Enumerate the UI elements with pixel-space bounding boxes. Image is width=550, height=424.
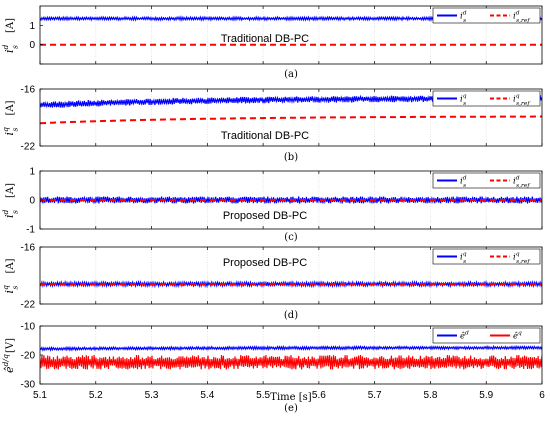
legend-entry: êd	[460, 330, 469, 342]
series-a-line	[40, 344, 542, 352]
panel-label: (b)	[284, 152, 298, 163]
panel-annotation: Proposed DB-PC	[223, 257, 307, 269]
legend-box	[432, 90, 541, 107]
series-b-line	[40, 115, 542, 125]
y-axis-label-unit: [V]	[5, 338, 16, 353]
y-axis-label-unit: [A]	[5, 18, 16, 33]
legend: êd êq	[432, 327, 541, 344]
legend-entry: iq s,ref	[513, 93, 531, 107]
y-axis-label-symbol: iqs	[1, 127, 19, 136]
plot-frame	[39, 5, 543, 65]
y-tick-label: -20	[21, 351, 36, 362]
x-axis-label: Time [s]	[270, 392, 311, 403]
legend-entry: iq s,ref	[513, 251, 531, 265]
panel-1: 0 1 ids [A] Traditional DB-PC (a) id s id s,ref	[1, 5, 543, 80]
legend-entry: iq s	[460, 251, 467, 265]
legend-box	[432, 7, 541, 24]
plot-frame	[39, 246, 543, 305]
legend-entry: iq s	[460, 93, 467, 107]
panel-4: -22 -16 iqs [A] Proposed DB-PC (d) iq s iq s,ref	[1, 243, 543, 321]
y-tick-label: -1	[26, 225, 35, 236]
y-axis-label-unit: [A]	[5, 183, 16, 198]
legend: iq s iq s,ref	[432, 248, 541, 265]
y-axis-label: iqs [A]	[1, 258, 19, 293]
y-tick-label: 1	[29, 21, 35, 32]
x-tick-label: 5.7	[368, 390, 382, 401]
legend: id s id s,ref	[432, 7, 541, 24]
y-axis-label-unit: [A]	[5, 258, 16, 273]
y-axis-label-symbol: êd/q	[1, 354, 16, 373]
legend-box	[432, 248, 541, 265]
y-axis-label: êd/q[V]	[1, 338, 16, 373]
y-axis-label: iqs [A]	[1, 100, 19, 135]
legend-box	[432, 172, 541, 189]
y-tick-label: -16	[21, 85, 36, 96]
x-tick-label: 6	[539, 390, 545, 401]
y-tick-label: 1	[29, 167, 35, 178]
series-b-line	[40, 354, 542, 370]
y-tick-label: -10	[21, 322, 36, 333]
panel-5: -30 -20 -10 êd/q[V] (e) êd êq	[1, 322, 543, 414]
x-tick-label: 5.1	[33, 390, 47, 401]
y-axis-label-unit: [A]	[5, 100, 16, 115]
y-tick-label: -16	[21, 243, 36, 254]
legend-entry: id s,ref	[513, 175, 531, 189]
panel-label: (d)	[284, 310, 298, 321]
x-tick-label: 5.3	[145, 390, 159, 401]
y-tick-label: -30	[21, 380, 36, 391]
legend-entry: id s,ref	[513, 10, 531, 24]
legend-entry: êq	[513, 330, 522, 342]
legend-box	[432, 327, 541, 344]
legend-entry: id s	[460, 10, 467, 24]
panel-3: -1 0 1 ids [A] Proposed DB-PC (c) id s id s,ref	[1, 167, 543, 243]
legend: iq s iq s,ref	[432, 90, 541, 107]
panel-label: (a)	[284, 69, 298, 80]
y-axis-label-symbol: ids	[1, 44, 19, 53]
panel-annotation: Traditional DB-PC	[221, 130, 309, 142]
y-tick-label: -22	[21, 142, 36, 153]
x-tick-label: 5.6	[312, 390, 326, 401]
x-tick-label: 5.5	[256, 390, 270, 401]
panel-label: (e)	[284, 403, 298, 414]
y-axis-label-symbol: iqs	[1, 285, 19, 294]
plot-frame	[39, 88, 543, 147]
y-axis-label: ids [A]	[1, 18, 19, 53]
panel-annotation: Proposed DB-PC	[223, 210, 307, 222]
x-tick-label: 5.8	[423, 390, 437, 401]
y-axis-label-symbol: ids	[1, 209, 19, 218]
legend: id s id s,ref	[432, 172, 541, 189]
y-axis-label: ids [A]	[1, 183, 19, 218]
x-tick-label: 5.2	[89, 390, 103, 401]
y-tick-label: 0	[29, 196, 35, 207]
y-tick-label: 0	[29, 40, 35, 51]
x-tick-label: 5.9	[479, 390, 493, 401]
panel-2: -22 -16 iqs [A] Traditional DB-PC (b) iq s iq s,r…	[1, 85, 543, 163]
panel-annotation: Traditional DB-PC	[221, 33, 309, 45]
panel-label: (c)	[284, 232, 298, 243]
y-tick-label: -22	[21, 300, 36, 311]
x-tick-label: 5.4	[200, 390, 214, 401]
legend-entry: id s	[460, 175, 467, 189]
